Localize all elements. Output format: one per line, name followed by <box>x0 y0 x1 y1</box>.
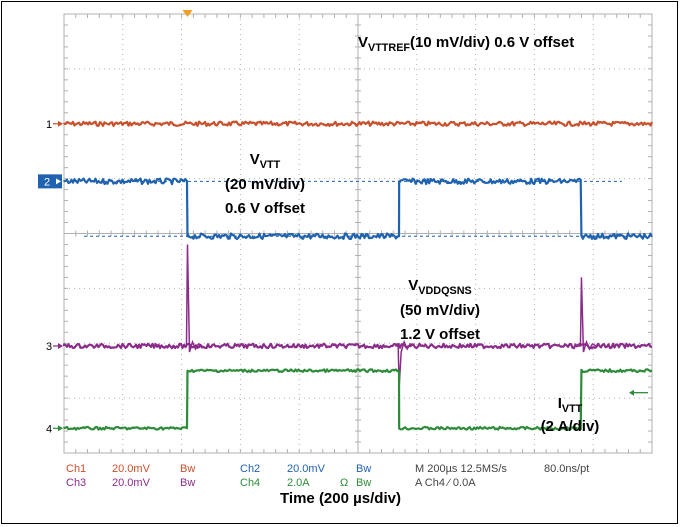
transient-spike <box>577 277 597 353</box>
trace-ch1 <box>62 120 654 127</box>
readout-timebase: M 200µs 12.5MS/s <box>415 463 507 475</box>
channel-2-marker-box <box>38 174 62 189</box>
readout-ch1-bw: Bw <box>180 463 196 475</box>
readout-ch4-ohm: Ω <box>340 477 349 489</box>
label-vddqsns: VVDDQSNS (50 mV/div) 1.2 V offset <box>399 277 481 343</box>
readout-ch2: Ch2 <box>240 463 261 475</box>
readout-ch4-scale: 2.0A <box>287 477 310 489</box>
label-vtt: VVTT (20 mV/div) 0.6 V offset <box>224 151 306 217</box>
readout-points: 80.0ns/pt <box>544 463 590 475</box>
channel-markers: 1 2 3 4 <box>38 119 648 435</box>
trigger-level-arrow <box>629 389 634 396</box>
readout-trigger: A Ch4 ⁄ 0.0A <box>415 477 476 489</box>
channel-marker-text: 1 <box>46 119 52 131</box>
readout-ch4: Ch4 <box>240 477 261 489</box>
channel-marker-1: 1 <box>46 119 63 131</box>
readout-ch3: Ch3 <box>66 477 87 489</box>
readout-ch2-bw: Bw <box>356 463 372 475</box>
readout-ch2-scale: 20.0mV <box>287 463 325 475</box>
channel-marker-4: 4 <box>46 423 63 435</box>
trigger-position-marker <box>182 10 193 17</box>
x-axis-label: Time (200 µs/div) <box>0 490 681 507</box>
transient-spike <box>183 244 203 353</box>
marker-arrow <box>56 178 61 185</box>
readout-ch1: Ch1 <box>66 463 87 475</box>
transient-spike <box>395 339 415 388</box>
trace-ch4 <box>62 368 653 431</box>
readout-ch1-scale: 20.0mV <box>112 463 150 475</box>
channel-marker-3: 3 <box>46 341 63 353</box>
traces <box>62 120 654 431</box>
marker-arrow <box>58 120 63 127</box>
readout-ch3-bw: Bw <box>180 477 196 489</box>
trace-ch3 <box>62 342 653 350</box>
graticule <box>63 10 653 454</box>
marker-arrow <box>58 342 63 349</box>
x-axis-label-text: Time (200 µs/div) <box>280 490 401 507</box>
channel-marker-text: 4 <box>46 423 52 435</box>
trace-ch2 <box>62 177 653 240</box>
label-ivtt: IVTT (2 A/div) <box>540 395 600 435</box>
readout-ch4-bw: Bw <box>356 477 372 489</box>
marker-arrow <box>58 425 63 432</box>
channel-marker-text: 3 <box>46 341 52 353</box>
channel-marker-text: 2 <box>44 176 50 188</box>
readout-ch3-scale: 20.0mV <box>112 477 150 489</box>
label-vttref: VVTTREF(10 mV/div) 0.6 V offset <box>358 34 575 54</box>
channel-marker-2: 2 <box>38 174 62 189</box>
